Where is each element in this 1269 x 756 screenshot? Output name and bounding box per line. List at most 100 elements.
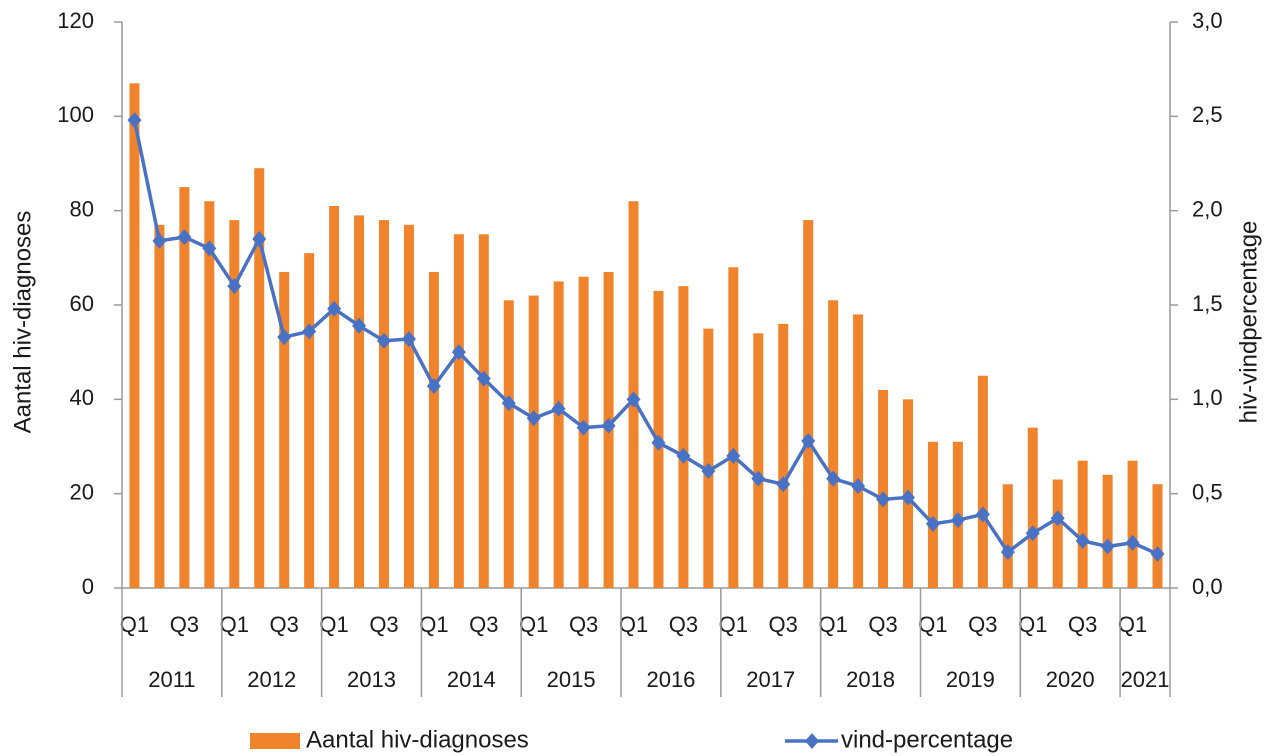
bar [678, 286, 689, 588]
bar [279, 271, 290, 588]
bar [753, 333, 764, 588]
marker [202, 240, 217, 257]
x-tick-label: Q1 [1018, 612, 1047, 637]
y-tick-label: 60 [70, 291, 94, 316]
y2-axis-title: hiv-vindpercentage [1235, 221, 1262, 424]
y-axis-title: Aantal hiv-diagnoses [9, 211, 36, 434]
marker [851, 478, 866, 495]
marker [127, 112, 142, 129]
marker [701, 463, 716, 480]
y-tick-label: 0 [82, 574, 94, 599]
year-label: 2013 [347, 667, 396, 692]
bar [403, 224, 414, 589]
marker [152, 232, 167, 249]
bar [1027, 427, 1038, 588]
x-tick-label: Q3 [868, 612, 897, 637]
marker [401, 330, 416, 347]
legend-swatch [250, 733, 300, 749]
marker [576, 419, 591, 436]
y2-tick-label: 1,5 [1192, 291, 1223, 316]
marker [1075, 532, 1090, 549]
marker [277, 329, 292, 346]
bar [1077, 460, 1088, 588]
marker [950, 512, 965, 529]
bar [129, 83, 140, 589]
marker [252, 230, 267, 247]
marker [901, 489, 915, 506]
bar [329, 205, 340, 588]
bar [803, 220, 814, 588]
bar [304, 253, 315, 588]
bar [379, 220, 389, 588]
marker [826, 470, 841, 487]
bar [853, 314, 864, 588]
year-label: 2012 [247, 667, 296, 692]
bar [728, 267, 739, 588]
y2-tick-label: 3,0 [1192, 8, 1223, 33]
bar [453, 234, 464, 588]
marker [177, 229, 192, 246]
marker [501, 395, 516, 412]
y-tick-label: 120 [57, 8, 94, 33]
bar [478, 234, 489, 588]
year-label: 2021 [1121, 667, 1170, 692]
x-tick-label: Q1 [1118, 612, 1147, 637]
legend-label: Aantal hiv-diagnoses [306, 726, 529, 753]
x-tick-label: Q1 [319, 612, 348, 637]
marker [352, 317, 367, 334]
legend-label: vind-percentage [841, 726, 1013, 753]
x-tick-label: Q1 [519, 612, 548, 637]
year-label: 2019 [946, 667, 995, 692]
bar [828, 300, 839, 588]
x-tick-label: Q1 [918, 612, 947, 637]
marker [751, 470, 766, 487]
marker [651, 434, 666, 451]
bar [428, 271, 439, 588]
marker [526, 410, 541, 427]
bar [1127, 460, 1138, 588]
bar [1052, 479, 1063, 588]
y2-tick-label: 1,0 [1192, 385, 1223, 410]
x-tick-label: Q3 [968, 612, 997, 637]
marker [601, 417, 616, 434]
marker [626, 391, 641, 408]
bar [778, 323, 789, 588]
marker [377, 332, 391, 349]
y2-tick-label: 2,5 [1192, 102, 1223, 127]
marker [801, 432, 816, 449]
year-label: 2016 [646, 667, 695, 692]
marker [1125, 534, 1140, 551]
year-label: 2015 [547, 667, 596, 692]
marker [1150, 546, 1165, 563]
y2-tick-label: 0,0 [1192, 574, 1223, 599]
marker [1100, 538, 1115, 555]
x-tick-label: Q1 [220, 612, 249, 637]
marker [1025, 525, 1040, 542]
x-tick-label: Q3 [669, 612, 698, 637]
y2-tick-label: 0,5 [1192, 479, 1223, 504]
marker [551, 400, 566, 417]
marker [1000, 544, 1015, 561]
year-label: 2017 [746, 667, 795, 692]
bar [204, 201, 215, 588]
bar [1102, 474, 1113, 588]
year-label: 2014 [447, 667, 496, 692]
x-tick-label: Q3 [769, 612, 798, 637]
marker [1050, 510, 1065, 527]
bar [503, 300, 514, 588]
bar [354, 215, 365, 588]
bar [1152, 484, 1163, 588]
y-tick-label: 20 [70, 479, 94, 504]
bar [179, 187, 190, 589]
y-tick-label: 100 [57, 102, 94, 127]
year-label: 2011 [148, 667, 195, 692]
marker [925, 515, 940, 532]
y-tick-label: 80 [70, 196, 94, 221]
x-tick-label: Q1 [818, 612, 847, 637]
x-tick-label: Q3 [369, 612, 398, 637]
x-tick-label: Q3 [469, 612, 498, 637]
marker [451, 344, 466, 361]
marker [327, 300, 342, 317]
x-tick-label: Q1 [419, 612, 448, 637]
